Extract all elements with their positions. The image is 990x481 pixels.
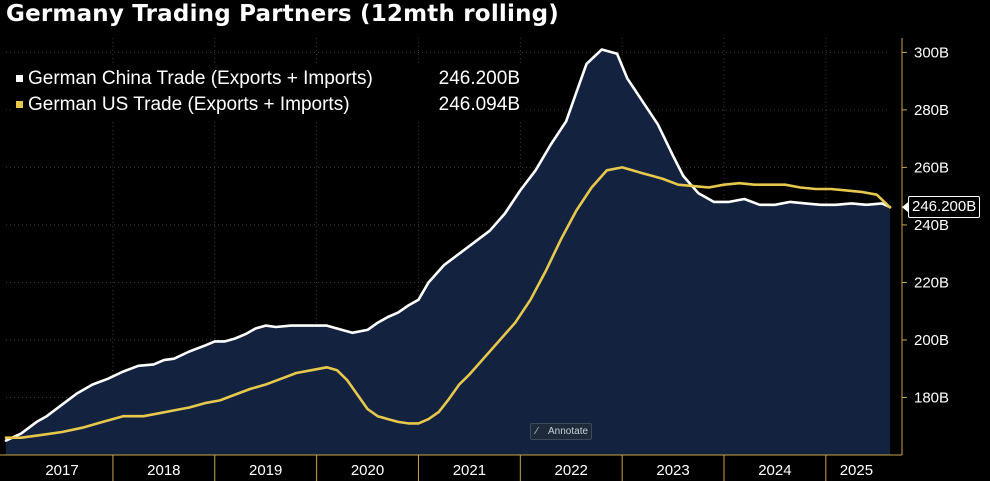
legend-swatch-china <box>16 75 23 82</box>
y-tick-label: 220B <box>914 274 949 291</box>
x-tick-label: 2023 <box>656 462 689 479</box>
x-tick-label: 2019 <box>249 462 282 479</box>
x-tick-label: 2021 <box>453 462 486 479</box>
series-line-1 <box>4 166 892 439</box>
last-value-tag: 246.200B <box>908 196 981 219</box>
y-tick-label: 280B <box>914 102 949 119</box>
x-tick-label: 2024 <box>758 462 791 479</box>
series-line-0 <box>4 48 892 442</box>
x-tick-label: 2022 <box>555 462 588 479</box>
y-tick-label: 180B <box>914 389 949 406</box>
y-tick-label: 300B <box>914 44 949 61</box>
legend-label-china: German China Trade (Exports + Imports) <box>28 68 373 89</box>
legend-label-us: German US Trade (Exports + Imports) <box>28 94 350 115</box>
legend: German China Trade (Exports + Imports) 2… <box>12 66 524 122</box>
y-tick-label: 240B <box>914 217 949 234</box>
legend-item-china[interactable]: German China Trade (Exports + Imports) 2… <box>12 66 524 92</box>
series-area-0 <box>6 49 890 455</box>
chart-title: Germany Trading Partners (12mth rolling) <box>6 1 560 27</box>
y-tick-label: 200B <box>914 332 949 349</box>
x-tick-label: 2020 <box>351 462 384 479</box>
annotate-label: Annotate <box>548 426 589 437</box>
x-tick-label: 2018 <box>147 462 180 479</box>
area-layer <box>6 49 890 455</box>
y-tick-label: 260B <box>914 159 949 176</box>
axis-layer: 180B 200B 220B 240B 260B 280B 300B 2017 2018 2019… <box>0 38 949 481</box>
legend-swatch-us <box>16 101 23 108</box>
last-value-pointer <box>902 202 908 213</box>
line-layer <box>4 48 892 442</box>
annotate-button[interactable]: ∕ Annotate <box>530 423 592 440</box>
legend-value-china: 246.200B <box>438 68 520 89</box>
x-tick-label: 2017 <box>45 462 78 479</box>
x-tick-label: 2025 <box>840 462 873 479</box>
legend-value-us: 246.094B <box>438 94 520 115</box>
legend-item-us[interactable]: German US Trade (Exports + Imports) 246.… <box>12 92 524 118</box>
pencil-icon: ∕ <box>536 426 538 437</box>
